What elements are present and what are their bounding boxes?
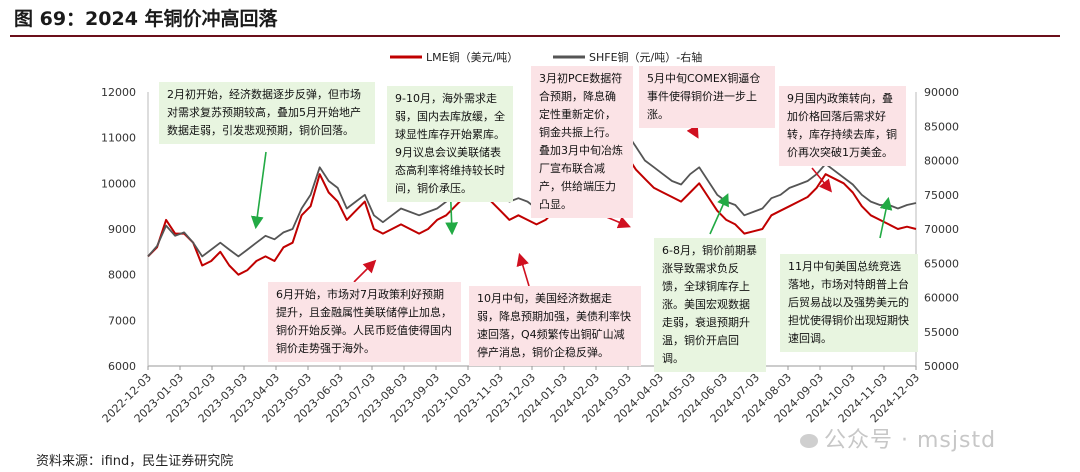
- figure-title: 图 69：2024 年铜价冲高回落: [14, 8, 278, 30]
- y-left-tick-label: 8000: [108, 269, 136, 282]
- annotation-box: 3月初PCE数据符合预期，降息确定性重新定价，铜金共振上行。叠加3月中旬冶炼厂宣…: [531, 66, 633, 218]
- y-right-tick-label: 50000: [924, 360, 959, 373]
- y-right-tick-label: 75000: [924, 189, 959, 202]
- annotation-arrow: [250, 151, 267, 230]
- annotation-arrow: [811, 167, 833, 193]
- annotation-box: 10月中旬，美国经济数据走弱，降息预期加强，美债利率快速回落，Q4频繁传出铜矿山…: [469, 286, 641, 366]
- annotation-box: 5月中旬COMEX铜逼仓事件使得铜价进一步上涨。: [639, 66, 775, 128]
- annotation-box: 2月初开始，经济数据逐步反弹，但市场对需求复苏预期较高，叠加5月开始地产数据走弱…: [159, 82, 375, 144]
- annotation-box: 6-8月，铜价前期暴涨导致需求负反馈，全球铜库存上涨。美国宏观数据走弱，衰退预期…: [654, 238, 766, 372]
- annotation-arrow: [353, 259, 377, 283]
- y-right-tick-label: 55000: [924, 326, 959, 339]
- y-right-tick-label: 90000: [924, 86, 959, 99]
- y-right-tick-label: 65000: [924, 257, 959, 270]
- y-right-tick-label: 85000: [924, 120, 959, 133]
- annotation-box: 6月开始，市场对7月政策利好预期提升，且金融属性美联储停止加息，铜价开始反弹。人…: [268, 282, 461, 362]
- lme-copper-line: [147, 141, 917, 276]
- wechat-icon: [800, 434, 818, 448]
- annotation-arrow: [879, 196, 893, 239]
- y-right-tick-label: 80000: [924, 155, 959, 168]
- y-left-tick-label: 12000: [101, 86, 136, 99]
- annotation-box: 9-10月，海外需求走弱，国内去库放缓，全球显性库存开始累库。9月议息会议美联储…: [387, 86, 513, 202]
- y-right-tick-label: 70000: [924, 223, 959, 236]
- annotation-box: 9月国内政策转向，叠加价格回落后需求好转，库存持续去库，铜价再次突破1万美金。: [779, 86, 906, 166]
- title-divider: [10, 35, 1060, 37]
- y-left-tick-label: 6000: [108, 360, 136, 373]
- y-right-tick-label: 60000: [924, 292, 959, 305]
- watermark: 公众号 · msjstd: [800, 422, 996, 454]
- watermark-text: 公众号 · msjstd: [824, 428, 997, 453]
- y-left-tick-label: 10000: [101, 177, 136, 190]
- source-note: 资料来源：ifind，民生证券研究院: [36, 454, 234, 469]
- annotation-arrow: [709, 193, 729, 235]
- annotation-arrow: [516, 252, 530, 287]
- annotation-box: 11月中旬美国总统竞选落地，市场对特朗普上台后贸易战以及强势美元的担忧使得铜价出…: [780, 254, 918, 352]
- legend-label: SHFE铜（元/吨）-右轴: [589, 50, 702, 64]
- y-left-tick-label: 9000: [108, 223, 136, 236]
- y-left-tick-label: 11000: [101, 132, 136, 145]
- legend-label: LME铜（美元/吨）: [426, 50, 518, 64]
- y-left-tick-label: 7000: [108, 314, 136, 327]
